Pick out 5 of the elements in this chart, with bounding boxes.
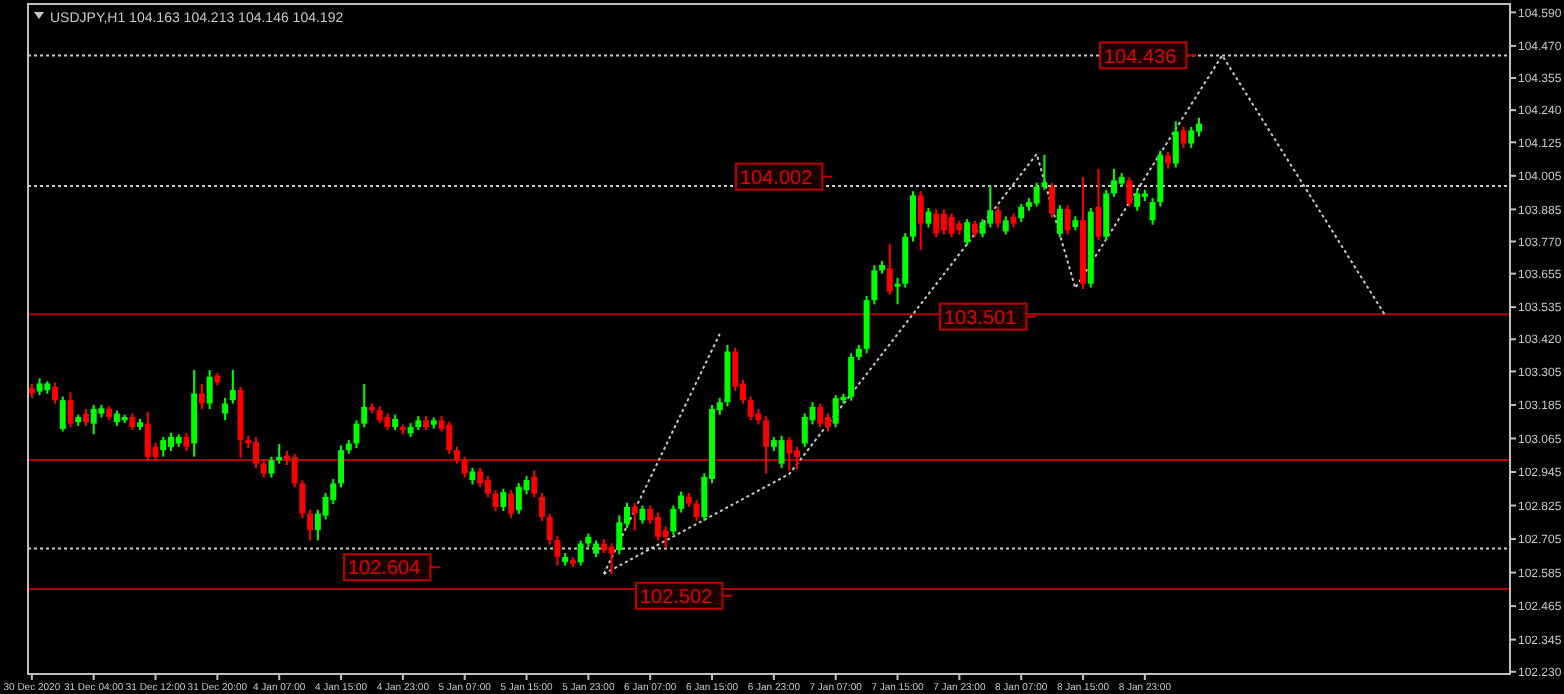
annotation: 104.002 <box>740 167 814 190</box>
annotation: 102.604 <box>348 558 422 581</box>
annotation: 103.501 <box>944 307 1018 330</box>
annotation: 104.436 <box>1104 46 1178 69</box>
annotation: 102.502 <box>640 586 714 609</box>
